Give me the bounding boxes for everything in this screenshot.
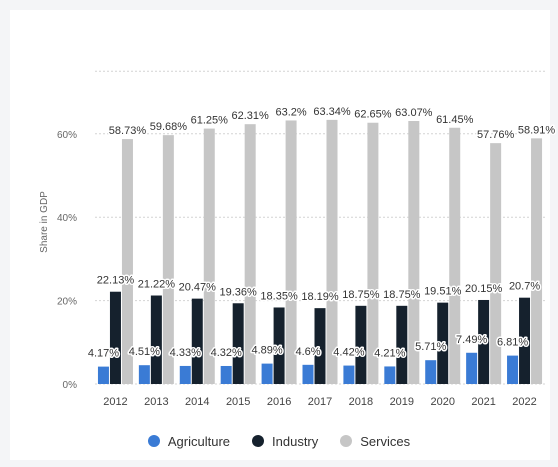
legend: Agriculture Industry Services — [0, 430, 558, 452]
legend-label-industry: Industry — [272, 433, 319, 449]
bar-industry-2013[interactable] — [150, 295, 162, 384]
data-label-agriculture-2016: 4.89% — [251, 345, 282, 357]
data-label-services-2022: 58.91% — [518, 124, 556, 136]
x-tick-label: 2022 — [512, 396, 536, 408]
data-label-industry-2012: 22.13% — [97, 275, 135, 287]
bar-industry-2019[interactable] — [396, 305, 408, 384]
bar-industry-2015[interactable] — [232, 303, 244, 384]
bar-services-2014[interactable] — [203, 128, 215, 384]
data-label-services-2013: 59.68% — [150, 121, 188, 133]
data-label-industry-2016: 18.35% — [260, 290, 298, 302]
data-label-industry-2022: 20.7% — [509, 281, 540, 293]
bar-services-2018[interactable] — [367, 122, 379, 384]
legend-label-agriculture: Agriculture — [167, 433, 231, 449]
bar-industry-2016[interactable] — [273, 307, 285, 384]
bar-agriculture-2020[interactable] — [425, 360, 437, 384]
data-label-industry-2014: 20.47% — [179, 282, 217, 294]
x-tick-label: 2019 — [390, 396, 414, 408]
data-label-services-2016: 63.2% — [275, 106, 306, 118]
y-axis-label: Share in GDP — [39, 191, 50, 253]
data-label-services-2019: 63.07% — [395, 107, 433, 119]
data-label-agriculture-2020: 5.71% — [415, 341, 446, 353]
x-tick-label: 2015 — [226, 396, 250, 408]
data-label-agriculture-2022: 6.81% — [497, 337, 528, 349]
bar-services-2020[interactable] — [449, 127, 461, 384]
x-tick-label: 2012 — [103, 396, 127, 408]
x-tick-label: 2021 — [471, 396, 495, 408]
bar-services-2021[interactable] — [490, 143, 502, 384]
data-label-agriculture-2021: 7.49% — [456, 334, 487, 346]
x-tick-label: 2014 — [185, 396, 209, 408]
data-label-industry-2021: 20.15% — [465, 283, 503, 295]
data-label-agriculture-2019: 4.21% — [374, 347, 405, 359]
x-tick-label: 2020 — [430, 396, 454, 408]
bar-agriculture-2021[interactable] — [466, 352, 478, 384]
x-axis-ticks: 2012 2013 2014 2015 2016 2017 2018 2019 2020 2021… — [103, 396, 537, 408]
bar-industry-2022[interactable] — [519, 297, 531, 384]
legend-swatch-industry — [252, 435, 265, 447]
data-label-services-2021: 57.76% — [477, 129, 515, 141]
bar-services-2019[interactable] — [408, 120, 420, 384]
bar-industry-2020[interactable] — [437, 302, 449, 384]
bar-industry-2021[interactable] — [478, 299, 490, 384]
x-tick-label: 2018 — [349, 396, 373, 408]
data-label-services-2014: 61.25% — [191, 115, 229, 127]
data-labels: 4.17% 22.13% 58.73% 4.51% 21.22% 59.68% 4.33% 2… — [86, 104, 557, 361]
legend-swatch-agriculture — [147, 435, 160, 447]
y-tick-label: 0% — [63, 380, 78, 391]
bar-agriculture-2019[interactable] — [384, 366, 396, 384]
bar-agriculture-2017[interactable] — [302, 364, 314, 384]
bar-industry-2014[interactable] — [191, 298, 203, 384]
bar-agriculture-2016[interactable] — [261, 363, 273, 384]
bar-industry-2012[interactable] — [109, 291, 121, 384]
data-label-agriculture-2013: 4.51% — [129, 346, 160, 358]
data-label-industry-2015: 19.36% — [220, 286, 258, 298]
data-label-agriculture-2018: 4.42% — [333, 347, 364, 359]
x-tick-label: 2013 — [144, 396, 168, 408]
bar-services-2016[interactable] — [285, 120, 297, 385]
bar-services-2017[interactable] — [326, 119, 338, 385]
data-label-agriculture-2014: 4.33% — [170, 347, 201, 359]
y-tick-label: 60% — [57, 130, 77, 141]
bar-agriculture-2014[interactable] — [179, 365, 191, 384]
y-axis-ticks: 0% 20% 40% 60% — [57, 130, 77, 391]
data-label-services-2018: 62.65% — [354, 109, 392, 121]
data-label-services-2017: 63.34% — [313, 106, 351, 118]
bar-services-2015[interactable] — [244, 124, 256, 384]
legend-item-services[interactable]: Services — [340, 434, 410, 449]
bar-industry-2017[interactable] — [314, 308, 326, 384]
data-label-agriculture-2015: 4.32% — [211, 347, 242, 359]
data-label-industry-2018: 18.75% — [342, 289, 380, 301]
data-label-industry-2019: 18.75% — [383, 289, 421, 301]
bar-services-2012[interactable] — [121, 139, 133, 384]
bar-agriculture-2022[interactable] — [507, 355, 519, 384]
data-label-agriculture-2012: 4.17% — [88, 348, 119, 360]
data-label-industry-2017: 18.19% — [301, 291, 339, 303]
bar-agriculture-2015[interactable] — [220, 365, 232, 384]
data-label-services-2015: 62.31% — [232, 110, 270, 122]
y-tick-label: 40% — [57, 213, 77, 224]
bar-industry-2018[interactable] — [355, 305, 367, 384]
legend-label-services: Services — [360, 433, 411, 449]
legend-item-industry[interactable]: Industry — [252, 434, 318, 449]
x-tick-label: 2017 — [308, 396, 332, 408]
bar-services-2022[interactable] — [531, 138, 543, 384]
data-label-industry-2020: 19.51% — [424, 286, 462, 298]
bar-agriculture-2012[interactable] — [97, 366, 109, 384]
y-tick-label: 20% — [57, 297, 77, 308]
data-label-services-2020: 61.45% — [436, 114, 474, 126]
data-label-services-2012: 58.73% — [109, 125, 147, 137]
legend-swatch-services — [340, 435, 353, 447]
bars — [97, 119, 543, 385]
bar-agriculture-2018[interactable] — [343, 365, 355, 384]
bar-services-2013[interactable] — [162, 135, 174, 384]
bar-agriculture-2013[interactable] — [138, 365, 150, 384]
x-tick-label: 2016 — [267, 396, 291, 408]
data-label-agriculture-2017: 4.6% — [295, 346, 320, 358]
data-label-industry-2013: 21.22% — [138, 279, 176, 291]
legend-item-agriculture[interactable]: Agriculture — [147, 433, 231, 449]
